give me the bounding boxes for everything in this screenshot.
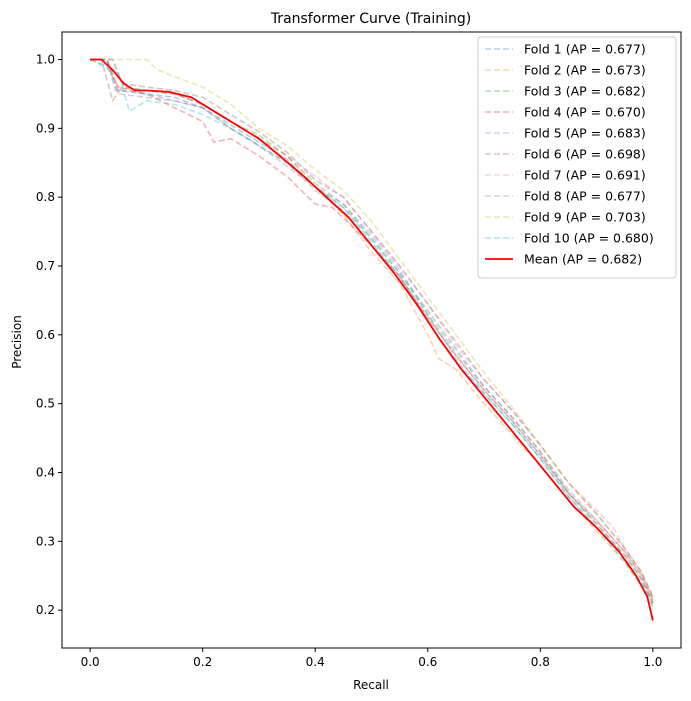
- x-axis-label: Recall: [353, 678, 389, 692]
- axes-frame: [61, 31, 682, 649]
- legend-entry-label: Fold 7 (AP = 0.691): [524, 168, 646, 183]
- fold-5-line: [90, 58, 654, 601]
- y-tick-label: 0.3: [36, 534, 55, 548]
- legend: Fold 1 (AP = 0.677) Fold 2 (AP = 0.673) Fo…: [477, 36, 677, 279]
- x-tick-label: 1.0: [643, 655, 662, 669]
- x-tick-label: 0.4: [306, 655, 325, 669]
- axes: 0.0 0.2 0.4 0.6 0.8 1.0 0.2 0.3 0.4 0.5 0.6 0.7 0.8 0…: [36, 31, 682, 669]
- y-tick-label: 1.0: [36, 53, 55, 67]
- x-tick-label: 0.6: [418, 655, 437, 669]
- legend-entry-label: Fold 5 (AP = 0.683): [524, 126, 646, 141]
- legend-entry-label: Fold 4 (AP = 0.670): [524, 105, 646, 120]
- y-tick-label: 0.8: [36, 190, 55, 204]
- y-tick-label: 0.7: [36, 259, 55, 273]
- legend-entry-label: Fold 6 (AP = 0.698): [524, 147, 646, 162]
- fold-9-line: [90, 58, 654, 601]
- x-tick-label: 0.2: [193, 655, 212, 669]
- fold-1-line: [90, 58, 654, 604]
- y-tick-label: 0.2: [36, 603, 55, 617]
- y-tick-label: 0.9: [36, 121, 55, 135]
- x-tick-label: 0.8: [531, 655, 550, 669]
- mean-line: [90, 58, 654, 621]
- fold-10-line: [89, 58, 654, 608]
- y-tick-label: 0.6: [36, 328, 55, 342]
- legend-entry-label: Fold 9 (AP = 0.703): [524, 210, 646, 225]
- legend-entry-label: Fold 1 (AP = 0.677): [524, 42, 646, 57]
- legend-entry-label: Fold 8 (AP = 0.677): [524, 189, 646, 204]
- legend-box: [477, 36, 677, 279]
- fold-6-line: [90, 58, 654, 597]
- legend-entry-label: Fold 2 (AP = 0.673): [524, 63, 646, 78]
- y-tick-label: 0.5: [36, 397, 55, 411]
- y-axis-label: Precision: [10, 315, 24, 369]
- fold-8-line: [90, 58, 654, 604]
- legend-entry-label: Fold 10 (AP = 0.680): [524, 231, 654, 246]
- fold-4-line: [89, 58, 654, 601]
- fold-3-line: [90, 58, 654, 604]
- legend-entry-label: Fold 3 (AP = 0.682): [524, 84, 646, 99]
- y-tick-label: 0.4: [36, 465, 55, 479]
- x-tick-label: 0.0: [81, 655, 100, 669]
- plot-area: [89, 58, 654, 621]
- legend-entry-label: Mean (AP = 0.682): [524, 252, 642, 267]
- chart-title: Transformer Curve (Training): [270, 11, 471, 27]
